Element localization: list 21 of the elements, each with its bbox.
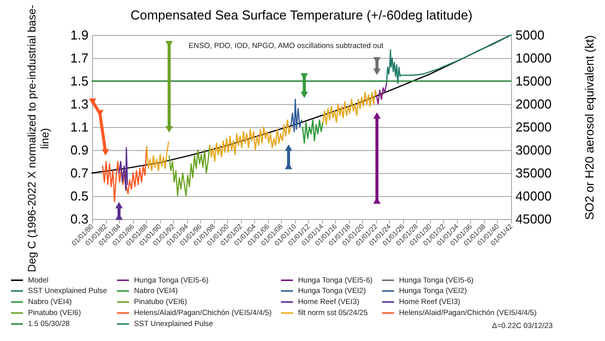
y-tick-label: 1.5	[70, 74, 88, 88]
y-tick-label: 1.9	[70, 28, 88, 42]
y2-tick-label: 25000	[516, 120, 552, 134]
y-tick-label: 0.7	[70, 166, 88, 180]
chart-title: Compensated Sea Surface Temperature (+/-60deg latitude)	[130, 7, 472, 22]
y2-tick-label: 45000	[516, 212, 552, 226]
y-axis-title: Deg C (1996-2022 X normalized to pre-industrial base-line)	[26, 4, 52, 272]
y-tick-label: 0.3	[70, 212, 88, 226]
y2-tick-label: 15000	[516, 74, 552, 88]
y2-tick-label: 35000	[516, 166, 552, 180]
y-tick-label: 1.7	[70, 50, 88, 66]
y2-tick-label: 30000	[516, 142, 552, 158]
y-tick-label: 1.1	[70, 120, 88, 134]
y2-tick-label: 20000	[516, 96, 552, 112]
y2-tick-label: 5000	[516, 28, 544, 42]
y2-tick-label: 40000	[516, 188, 552, 204]
y2-axis-title: SO2 or H20 aerosol equivalent (kt)	[582, 35, 596, 220]
y-tick-label: 0.9	[70, 142, 88, 158]
y2-tick-label: 10000	[516, 50, 552, 66]
y-tick-label: 0.5	[70, 188, 88, 204]
y-tick-label: 1.3	[70, 96, 88, 112]
